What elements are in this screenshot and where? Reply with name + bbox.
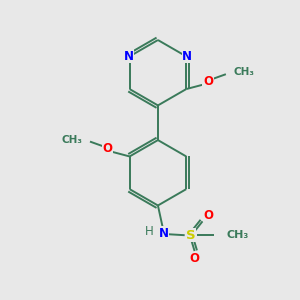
Text: O: O xyxy=(203,75,213,88)
Text: N: N xyxy=(182,50,192,63)
Text: CH₃: CH₃ xyxy=(234,67,255,77)
Text: O: O xyxy=(103,142,113,155)
Text: O: O xyxy=(203,209,214,222)
Text: N: N xyxy=(124,50,134,63)
Text: O: O xyxy=(190,253,200,266)
Text: CH₃: CH₃ xyxy=(226,230,248,240)
Text: H: H xyxy=(145,225,153,238)
Text: CH₃: CH₃ xyxy=(61,135,82,145)
Text: S: S xyxy=(186,229,195,242)
Text: N: N xyxy=(159,227,169,240)
